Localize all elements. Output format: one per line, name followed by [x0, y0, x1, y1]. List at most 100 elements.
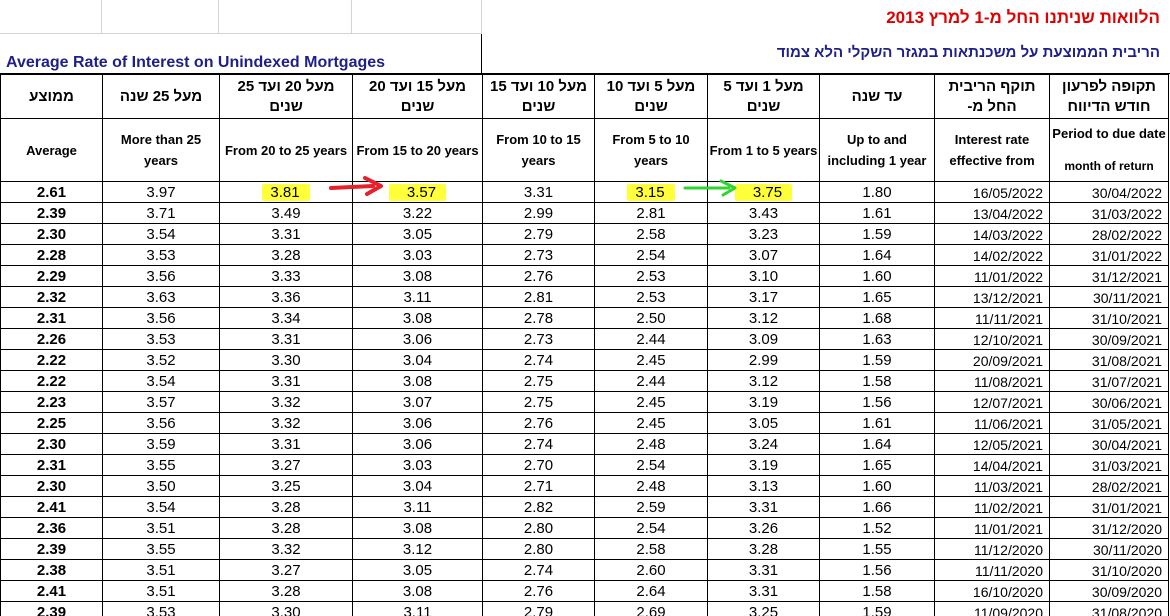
- table-cell[interactable]: 31/03/2021: [1049, 454, 1169, 476]
- table-cell[interactable]: 30/11/2021: [1049, 286, 1169, 308]
- table-cell[interactable]: 16/05/2022: [934, 181, 1050, 203]
- table-cell[interactable]: 3.03: [352, 454, 483, 476]
- column-header-english[interactable]: Interest rate effective from: [934, 118, 1050, 182]
- table-cell[interactable]: 2.74: [482, 559, 595, 581]
- table-cell[interactable]: 3.51: [102, 580, 220, 602]
- table-cell[interactable]: 3.26: [707, 517, 820, 539]
- table-cell[interactable]: 2.48: [594, 433, 708, 455]
- table-cell[interactable]: 31/10/2021: [1049, 307, 1169, 329]
- table-cell[interactable]: 1.52: [819, 517, 935, 539]
- table-cell[interactable]: 2.99: [482, 202, 595, 224]
- table-cell[interactable]: 3.57: [102, 391, 220, 413]
- table-cell[interactable]: 1.80: [819, 181, 935, 203]
- table-cell[interactable]: 31/12/2020: [1049, 517, 1169, 539]
- table-cell[interactable]: 31/07/2021: [1049, 370, 1169, 392]
- table-cell[interactable]: 1.66: [819, 496, 935, 518]
- table-cell[interactable]: 2.81: [594, 202, 708, 224]
- table-cell[interactable]: 2.54: [594, 454, 708, 476]
- table-cell[interactable]: 1.65: [819, 286, 935, 308]
- table-cell[interactable]: 1.58: [819, 580, 935, 602]
- table-cell[interactable]: 13/04/2022: [934, 202, 1050, 224]
- table-cell[interactable]: 3.32: [219, 391, 353, 413]
- table-cell[interactable]: 2.73: [482, 328, 595, 350]
- table-cell[interactable]: 2.28: [0, 244, 103, 266]
- column-header-english[interactable]: From 15 to 20 years: [352, 118, 483, 182]
- table-cell[interactable]: 1.64: [819, 244, 935, 266]
- table-cell[interactable]: 3.28: [219, 496, 353, 518]
- table-cell[interactable]: 3.06: [352, 328, 483, 350]
- table-cell[interactable]: 3.51: [102, 517, 220, 539]
- table-cell[interactable]: 2.61: [0, 181, 103, 203]
- table-cell[interactable]: 11/03/2021: [934, 475, 1050, 497]
- table-cell[interactable]: 3.31: [219, 328, 353, 350]
- table-cell[interactable]: 3.28: [219, 517, 353, 539]
- table-cell[interactable]: 2.70: [482, 454, 595, 476]
- table-cell[interactable]: 2.78: [482, 307, 595, 329]
- table-cell[interactable]: 3.43: [707, 202, 820, 224]
- table-cell[interactable]: 2.59: [594, 496, 708, 518]
- column-header-english[interactable]: From 5 to 10 years: [594, 118, 708, 182]
- table-cell[interactable]: 31/10/2020: [1049, 559, 1169, 581]
- column-header-english[interactable]: More than 25 years: [102, 118, 220, 182]
- table-cell[interactable]: 1.58: [819, 370, 935, 392]
- table-cell[interactable]: 3.54: [102, 223, 220, 245]
- table-cell[interactable]: 3.31: [707, 559, 820, 581]
- empty-cell[interactable]: [102, 0, 219, 34]
- table-cell[interactable]: 1.56: [819, 559, 935, 581]
- table-cell[interactable]: 3.25: [219, 475, 353, 497]
- table-cell[interactable]: 2.80: [482, 538, 595, 560]
- table-cell[interactable]: 3.03: [352, 244, 483, 266]
- table-cell[interactable]: 1.59: [819, 601, 935, 616]
- table-cell[interactable]: 3.27: [219, 454, 353, 476]
- table-cell[interactable]: 2.25: [0, 412, 103, 434]
- table-cell[interactable]: 3.12: [707, 370, 820, 392]
- table-cell[interactable]: 2.82: [482, 496, 595, 518]
- table-cell[interactable]: 3.17: [707, 286, 820, 308]
- table-cell[interactable]: 2.36: [0, 517, 103, 539]
- table-cell[interactable]: 1.59: [819, 349, 935, 371]
- table-cell[interactable]: 3.49: [219, 202, 353, 224]
- table-cell[interactable]: 3.31: [219, 370, 353, 392]
- table-cell[interactable]: 3.06: [352, 412, 483, 434]
- table-cell[interactable]: 2.41: [0, 580, 103, 602]
- table-cell[interactable]: 2.80: [482, 517, 595, 539]
- table-cell[interactable]: 2.45: [594, 412, 708, 434]
- table-cell[interactable]: 31/05/2021: [1049, 412, 1169, 434]
- table-cell[interactable]: 3.08: [352, 370, 483, 392]
- table-cell[interactable]: 3.30: [219, 601, 353, 616]
- table-cell[interactable]: 31/01/2022: [1049, 244, 1169, 266]
- table-cell[interactable]: 3.52: [102, 349, 220, 371]
- table-cell[interactable]: 3.10: [707, 265, 820, 287]
- table-cell[interactable]: 3.53: [102, 244, 220, 266]
- table-cell[interactable]: 3.08: [352, 517, 483, 539]
- table-cell[interactable]: 20/09/2021: [934, 349, 1050, 371]
- table-cell[interactable]: 1.55: [819, 538, 935, 560]
- table-cell[interactable]: 3.08: [352, 265, 483, 287]
- table-cell[interactable]: 3.31: [707, 496, 820, 518]
- table-cell[interactable]: 2.75: [482, 370, 595, 392]
- table-cell[interactable]: 14/02/2022: [934, 244, 1050, 266]
- table-cell[interactable]: 31/08/2021: [1049, 349, 1169, 371]
- table-cell[interactable]: 3.23: [707, 223, 820, 245]
- table-cell[interactable]: 3.24: [707, 433, 820, 455]
- table-cell[interactable]: 2.58: [594, 223, 708, 245]
- table-cell[interactable]: 2.50: [594, 307, 708, 329]
- table-cell[interactable]: 31/01/2021: [1049, 496, 1169, 518]
- table-cell[interactable]: 2.22: [0, 370, 103, 392]
- table-cell[interactable]: 3.27: [219, 559, 353, 581]
- table-cell[interactable]: 3.34: [219, 307, 353, 329]
- table-cell[interactable]: 3.63: [102, 286, 220, 308]
- empty-cell[interactable]: [219, 0, 352, 34]
- table-cell[interactable]: 2.74: [482, 349, 595, 371]
- table-cell[interactable]: 3.06: [352, 433, 483, 455]
- column-header-english[interactable]: Average: [0, 118, 103, 182]
- column-header-hebrew[interactable]: מעל 10 ועד 15 שנים: [482, 74, 595, 119]
- table-cell[interactable]: 2.99: [707, 349, 820, 371]
- table-cell[interactable]: 2.76: [482, 265, 595, 287]
- column-header-hebrew[interactable]: ממוצע: [0, 74, 103, 119]
- table-cell[interactable]: 11/09/2020: [934, 601, 1050, 616]
- table-cell[interactable]: 2.30: [0, 433, 103, 455]
- table-cell[interactable]: 2.71: [482, 475, 595, 497]
- table-cell[interactable]: 31/08/2020: [1049, 601, 1169, 616]
- table-cell[interactable]: 2.30: [0, 223, 103, 245]
